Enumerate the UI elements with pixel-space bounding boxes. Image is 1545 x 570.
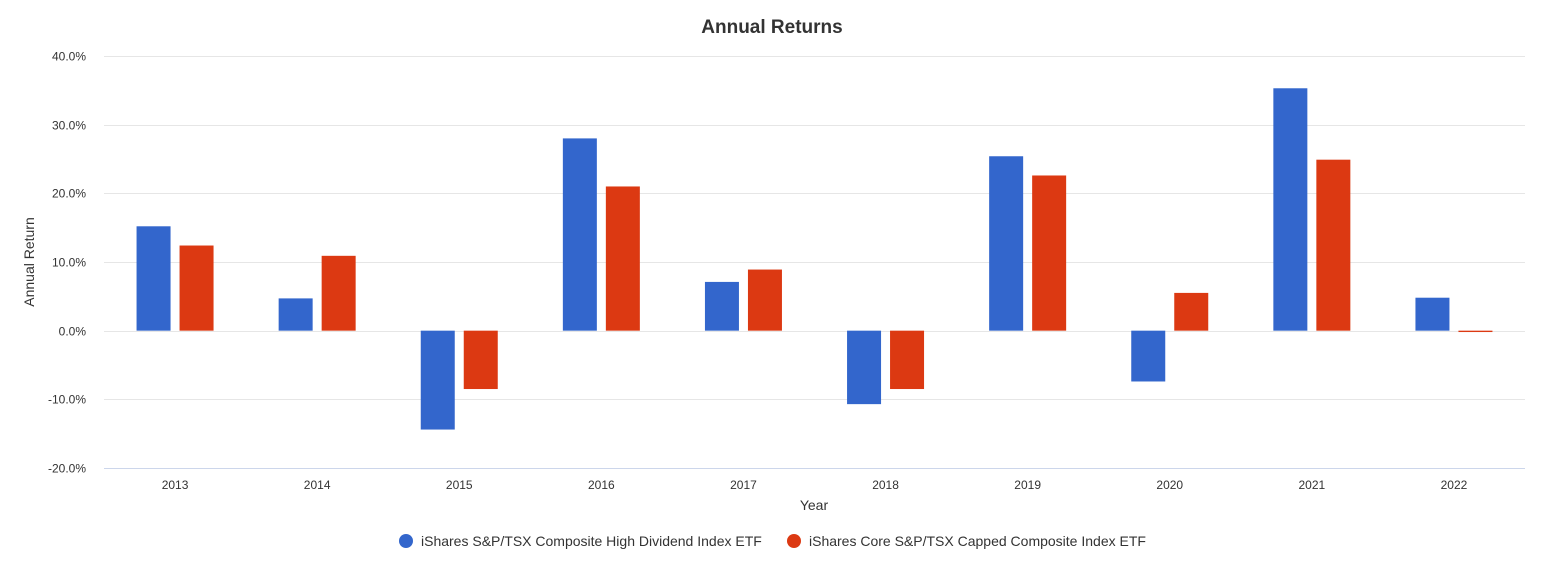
bar-2014-series-1 [278, 298, 313, 331]
legend: iShares S&P/TSX Composite High Dividend … [399, 533, 1146, 549]
legend-marker-series-1 [399, 534, 413, 548]
x-tick-label: 2015 [446, 478, 473, 492]
bar-2014-series-2 [321, 255, 356, 331]
x-tick-label: 2013 [162, 478, 189, 492]
x-tick-label: 2014 [304, 478, 331, 492]
x-axis-ticks: 2013 2014 2015 2016 2017 2018 2019 2020 2021 2022 [162, 478, 1468, 492]
bar-2019-series-2 [1032, 175, 1067, 331]
bar-2016-series-1 [562, 138, 597, 331]
legend-label-series-2: iShares Core S&P/TSX Capped Composite In… [809, 533, 1146, 549]
x-tick-label: 2018 [872, 478, 899, 492]
y-tick-label: 0.0% [59, 325, 87, 339]
y-axis-ticks: -20.0% -10.0% 0.0% 10.0% 20.0% 30.0% 40.0% [48, 50, 86, 476]
x-axis-label: Year [800, 497, 829, 513]
y-tick-label: 10.0% [52, 256, 86, 270]
bar-2013-series-1 [136, 226, 171, 331]
y-tick-label: 40.0% [52, 50, 86, 64]
bar-2017-series-2 [747, 269, 782, 331]
bar-2017-series-1 [704, 281, 739, 331]
y-tick-label: -20.0% [48, 462, 86, 476]
bar-2018-series-2 [890, 330, 925, 390]
bars [136, 88, 1493, 430]
legend-marker-series-2 [787, 534, 801, 548]
x-tick-label: 2022 [1441, 478, 1468, 492]
legend-label-series-1: iShares S&P/TSX Composite High Dividend … [421, 533, 762, 549]
chart-title: Annual Returns [701, 17, 842, 38]
y-tick-label: -10.0% [48, 393, 86, 407]
y-axis-label: Annual Return [21, 217, 37, 307]
y-tick-label: 20.0% [52, 187, 86, 201]
bar-2016-series-2 [605, 186, 640, 331]
x-tick-label: 2017 [730, 478, 757, 492]
bar-2022-series-1 [1415, 297, 1450, 331]
bar-2020-series-2 [1174, 292, 1209, 331]
gridlines [104, 56, 1525, 469]
bar-2013-series-2 [179, 245, 214, 331]
y-tick-label: 30.0% [52, 119, 86, 133]
bar-2020-series-1 [1131, 330, 1166, 382]
x-tick-label: 2021 [1298, 478, 1325, 492]
bar-2021-series-2 [1316, 159, 1351, 331]
bar-2015-series-1 [420, 330, 455, 430]
bar-2019-series-1 [989, 156, 1024, 331]
x-tick-label: 2020 [1156, 478, 1183, 492]
x-tick-label: 2019 [1014, 478, 1041, 492]
bar-2018-series-1 [847, 330, 882, 405]
bar-2022-series-2 [1458, 330, 1493, 333]
bar-2015-series-2 [463, 330, 498, 390]
x-tick-label: 2016 [588, 478, 615, 492]
bar-2021-series-1 [1273, 88, 1308, 331]
